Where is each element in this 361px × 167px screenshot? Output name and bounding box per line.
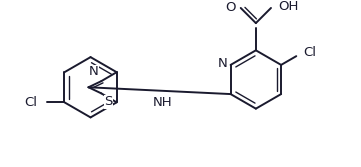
Text: N: N	[218, 57, 228, 70]
Text: S: S	[104, 95, 113, 108]
Text: Cl: Cl	[303, 46, 316, 59]
Text: OH: OH	[278, 1, 298, 14]
Text: NH: NH	[153, 96, 172, 109]
Text: Cl: Cl	[24, 96, 37, 109]
Text: O: O	[225, 2, 236, 15]
Text: N: N	[88, 65, 99, 78]
